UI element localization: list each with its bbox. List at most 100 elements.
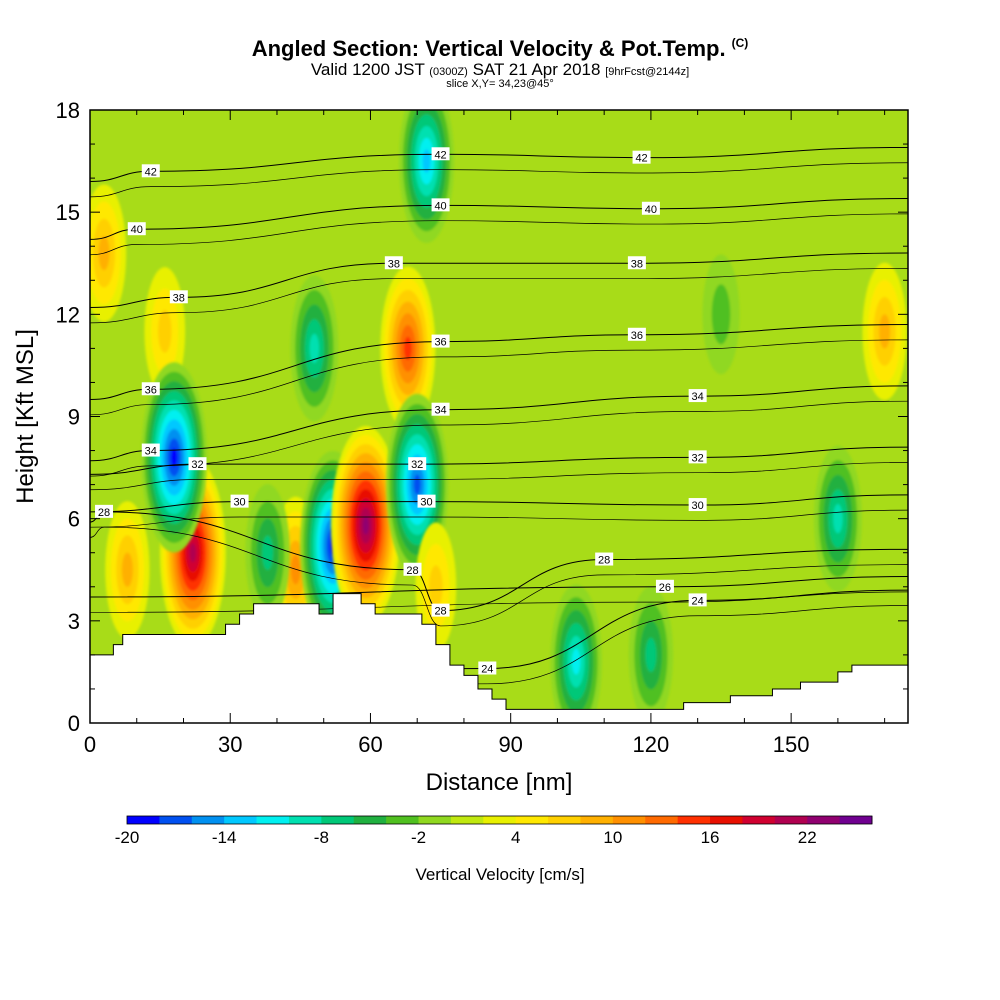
colorbar-swatch xyxy=(256,816,290,824)
contour-label-text: 30 xyxy=(233,497,245,509)
colorbar-tick-label: 10 xyxy=(603,828,622,847)
contour-label-38: 38 xyxy=(169,290,188,304)
velocity-band xyxy=(362,516,369,535)
contour-label-34: 34 xyxy=(141,443,160,458)
contour-label-36: 36 xyxy=(141,382,160,396)
colorbar-swatch xyxy=(807,816,841,824)
x-tick-label: 0 xyxy=(84,732,96,757)
colorbar-swatch xyxy=(450,816,484,824)
contour-label-text: 36 xyxy=(631,330,643,342)
contour-label-text: 38 xyxy=(388,258,400,270)
colorbar-swatch xyxy=(515,816,549,824)
chart-title-units: (C) xyxy=(731,36,749,50)
velocity-band xyxy=(121,552,133,587)
chart-title-main: Angled Section: Vertical Velocity & Pot.… xyxy=(251,36,726,61)
velocity-band xyxy=(645,637,657,673)
contour-label-32: 32 xyxy=(408,457,427,471)
contour-label-bg xyxy=(627,256,646,270)
velocity-feature-6 xyxy=(245,484,290,622)
x-tick-label: 90 xyxy=(498,732,522,757)
valid-utc: (0300Z) xyxy=(429,66,468,78)
velocity-feature-2 xyxy=(105,501,150,639)
contour-label-bg xyxy=(408,457,427,471)
contour-label-28: 28 xyxy=(403,562,422,577)
contour-label-bg xyxy=(688,498,707,512)
chart-title: Angled Section: Vertical Velocity & Pot.… xyxy=(0,36,1000,62)
theta-contour-28-minor xyxy=(90,526,908,627)
y-tick-label: 9 xyxy=(68,405,80,430)
velocity-band xyxy=(879,314,891,349)
contour-label-bg xyxy=(169,290,188,304)
contour-label-text: 30 xyxy=(692,500,704,512)
contour-label-bg xyxy=(141,164,160,178)
contour-label-text: 24 xyxy=(692,595,704,607)
contour-label-text: 34 xyxy=(145,446,157,458)
contour-label-bg xyxy=(595,552,614,566)
contour-label-bg xyxy=(688,389,707,403)
velocity-band xyxy=(422,149,431,173)
colorbar-swatch xyxy=(645,816,679,824)
colorbar-title: Vertical Velocity [cm/s] xyxy=(415,865,584,884)
contour-label-bg xyxy=(127,222,146,236)
forecast-tag: [9hrFcst@2144z] xyxy=(605,66,690,78)
contour-label-text: 28 xyxy=(98,507,110,519)
colorbar-tick-label: 16 xyxy=(701,828,720,847)
colorbar-swatch xyxy=(288,816,322,824)
colorbar-swatch xyxy=(418,816,452,824)
contour-label-38: 38 xyxy=(627,256,646,270)
contour-label-bg xyxy=(431,147,450,161)
contour-label-text: 28 xyxy=(598,555,610,567)
theta-contour-26 xyxy=(90,576,908,598)
y-tick-label: 0 xyxy=(68,711,80,736)
contour-label-bg xyxy=(417,494,436,508)
contour-label-bg xyxy=(627,327,646,341)
colorbar-swatch xyxy=(839,816,873,824)
contour-label-text: 42 xyxy=(145,166,157,178)
contour-label-42: 42 xyxy=(431,147,450,161)
contour-label-bg xyxy=(655,579,674,593)
vertical-velocity-field xyxy=(90,110,907,723)
velocity-feature-8 xyxy=(331,425,401,625)
contour-label-36: 36 xyxy=(627,327,646,342)
contour-labels: 24 24 26 28 28 28 28 30 30 30 32 32 32 34 34 34 36 36 36 38… xyxy=(95,147,707,676)
velocity-band xyxy=(833,504,843,534)
contour-label-text: 28 xyxy=(434,606,446,618)
contour-label-text: 36 xyxy=(145,384,157,396)
contour-label-26: 26 xyxy=(655,579,674,594)
colorbar-swatch xyxy=(677,816,711,824)
contour-label-text: 26 xyxy=(659,582,671,594)
velocity-feature-16 xyxy=(862,262,907,401)
contour-label-text: 40 xyxy=(645,204,657,216)
contour-label-bg xyxy=(403,562,422,576)
contour-label-text: 32 xyxy=(411,459,423,471)
contour-label-40: 40 xyxy=(641,201,660,216)
x-axis-label: Distance [nm] xyxy=(426,769,573,796)
contour-label-40: 40 xyxy=(127,222,146,236)
velocity-band xyxy=(571,648,581,675)
colorbar-swatch xyxy=(742,816,776,824)
valid-prefix: Valid 1200 JST xyxy=(310,60,425,79)
colorbar-swatch xyxy=(159,816,193,824)
slice-info: slice X,Y= 34,23@45° xyxy=(446,78,554,90)
colorbar-swatch xyxy=(483,816,517,824)
theta-contour-30 xyxy=(90,494,908,513)
contour-label-text: 30 xyxy=(420,497,432,509)
chart-subtitle: Valid 1200 JST (0300Z) SAT 21 Apr 2018 [… xyxy=(0,60,1000,80)
contour-label-bg xyxy=(478,661,497,675)
velocity-feature-17 xyxy=(702,254,740,375)
x-tick-label: 60 xyxy=(358,732,382,757)
theta-contour-36-minor xyxy=(90,339,908,416)
contour-label-36: 36 xyxy=(431,334,450,349)
velocity-feature-4 xyxy=(141,362,208,553)
velocity-band xyxy=(429,565,443,609)
contour-label-text: 36 xyxy=(434,337,446,349)
colorbar-tick-label: -14 xyxy=(212,828,237,847)
contour-label-28: 28 xyxy=(595,552,614,567)
contour-label-bg xyxy=(384,256,403,270)
velocity-feature-15 xyxy=(628,586,674,723)
colorbar-swatch xyxy=(321,816,355,824)
colorbar-tick-label: -20 xyxy=(115,828,140,847)
contour-label-text: 38 xyxy=(173,292,185,304)
